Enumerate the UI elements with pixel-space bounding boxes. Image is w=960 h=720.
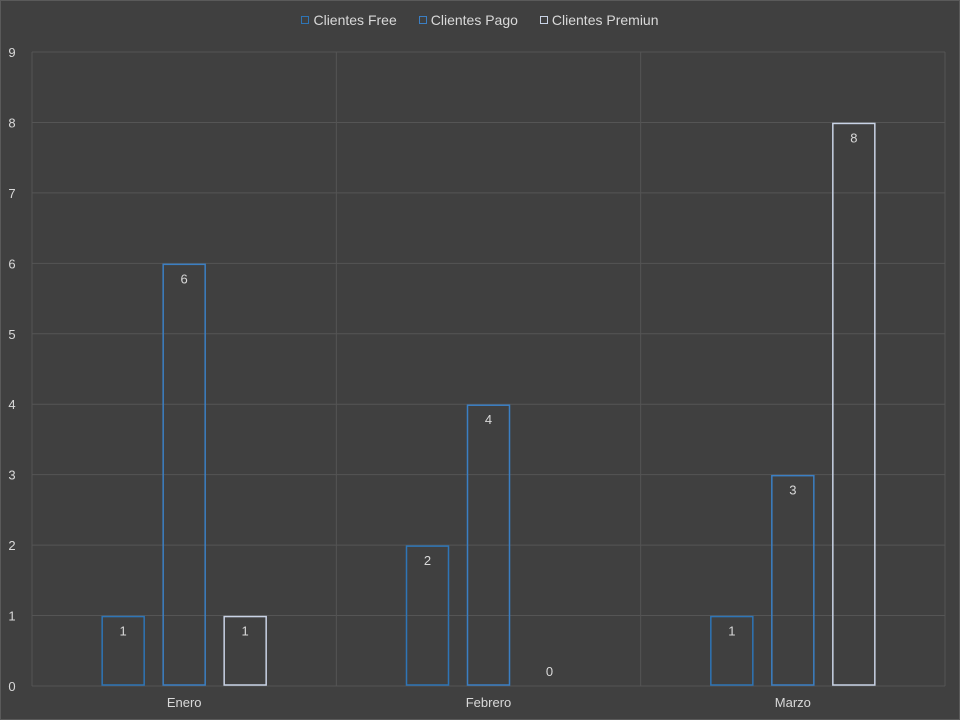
y-tick-label: 7 bbox=[8, 186, 15, 201]
data-label: 1 bbox=[120, 624, 127, 639]
x-category-label: Marzo bbox=[775, 695, 811, 710]
legend: Clientes Free Clientes Pago Clientes Pre… bbox=[0, 12, 960, 28]
y-tick-label: 5 bbox=[8, 327, 15, 342]
x-category-label: Enero bbox=[167, 695, 202, 710]
data-label: 1 bbox=[242, 624, 249, 639]
data-label: 0 bbox=[546, 664, 553, 679]
legend-label-pago: Clientes Pago bbox=[430, 12, 518, 28]
bar-2-2 bbox=[832, 122, 876, 686]
legend-item-premiun: Clientes Premiun bbox=[539, 12, 659, 28]
bar-2-0 bbox=[710, 615, 754, 686]
bar-0-1 bbox=[162, 263, 206, 686]
data-label: 2 bbox=[424, 553, 431, 568]
y-tick-label: 6 bbox=[8, 256, 15, 271]
data-label: 3 bbox=[789, 483, 796, 498]
bar-1-0 bbox=[405, 545, 450, 686]
y-tick-label: 1 bbox=[8, 609, 15, 624]
y-tick-label: 8 bbox=[8, 115, 15, 130]
data-label: 1 bbox=[728, 624, 735, 639]
legend-item-pago: Clientes Pago bbox=[418, 12, 518, 28]
legend-swatch-pago bbox=[418, 16, 427, 24]
legend-label-free: Clientes Free bbox=[313, 12, 397, 28]
x-category-label: Febrero bbox=[466, 695, 512, 710]
bar-1-1 bbox=[466, 404, 511, 686]
legend-item-free: Clientes Free bbox=[301, 12, 397, 28]
y-tick-label: 3 bbox=[8, 468, 15, 483]
bar-0-2 bbox=[223, 615, 267, 686]
data-label: 8 bbox=[850, 130, 857, 145]
y-tick-label: 4 bbox=[8, 397, 15, 412]
data-label: 4 bbox=[485, 412, 492, 427]
data-label: 6 bbox=[181, 271, 188, 286]
legend-label-premiun: Clientes Premiun bbox=[551, 12, 659, 28]
y-tick-label: 2 bbox=[8, 538, 15, 553]
legend-swatch-premiun bbox=[539, 16, 548, 24]
bar-2-1 bbox=[771, 474, 815, 686]
legend-swatch-free bbox=[301, 16, 310, 24]
bar-0-0 bbox=[101, 615, 145, 686]
y-tick-label: 0 bbox=[8, 679, 15, 694]
y-tick-label: 9 bbox=[8, 45, 15, 60]
